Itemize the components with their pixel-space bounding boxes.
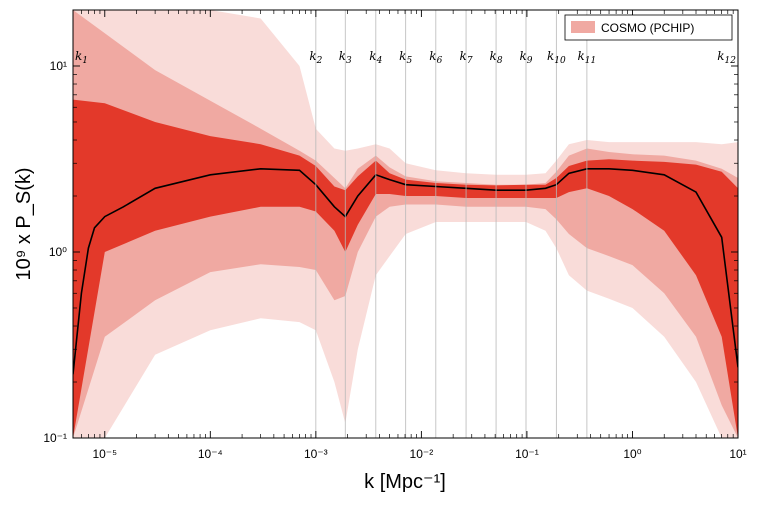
legend: COSMO (PCHIP) bbox=[564, 14, 733, 41]
x-tick-label: 10⁰ bbox=[623, 447, 641, 461]
y-tick-label: 10⁻¹ bbox=[43, 431, 67, 445]
knot-label-6: k6 bbox=[429, 49, 442, 66]
band-inner bbox=[73, 99, 738, 438]
x-tick-label: 10⁻⁵ bbox=[92, 447, 117, 461]
knot-label-12: k12 bbox=[717, 49, 736, 66]
band-middle bbox=[73, 10, 738, 438]
y-tick-label: 10¹ bbox=[50, 59, 67, 73]
x-tick-label: 10¹ bbox=[729, 447, 746, 461]
knot-label-9: k9 bbox=[519, 49, 532, 66]
knot-label-5: k5 bbox=[399, 49, 412, 66]
legend-box bbox=[564, 14, 733, 41]
y-tick-label: 10⁰ bbox=[49, 245, 67, 259]
legend-label: COSMO (PCHIP) bbox=[601, 21, 694, 35]
knot-label-3: k3 bbox=[339, 49, 352, 66]
x-axis-label: k [Mpc⁻¹] bbox=[364, 471, 446, 493]
knot-label-2: k2 bbox=[309, 49, 322, 66]
x-tick-label: 10⁻⁴ bbox=[198, 447, 223, 461]
plot-frame bbox=[72, 9, 739, 439]
knot-label-7: k7 bbox=[460, 49, 473, 66]
x-tick-label: 10⁻¹ bbox=[515, 447, 539, 461]
knot-label-4: k4 bbox=[369, 49, 382, 66]
x-tick-label: 10⁻² bbox=[410, 447, 434, 461]
median-line bbox=[73, 167, 738, 375]
knot-label-8: k8 bbox=[490, 49, 503, 66]
x-tick-label: 10⁻³ bbox=[304, 447, 328, 461]
y-axis-label: 10⁹ x P_S(k) bbox=[13, 167, 35, 280]
legend-swatch bbox=[571, 21, 595, 33]
